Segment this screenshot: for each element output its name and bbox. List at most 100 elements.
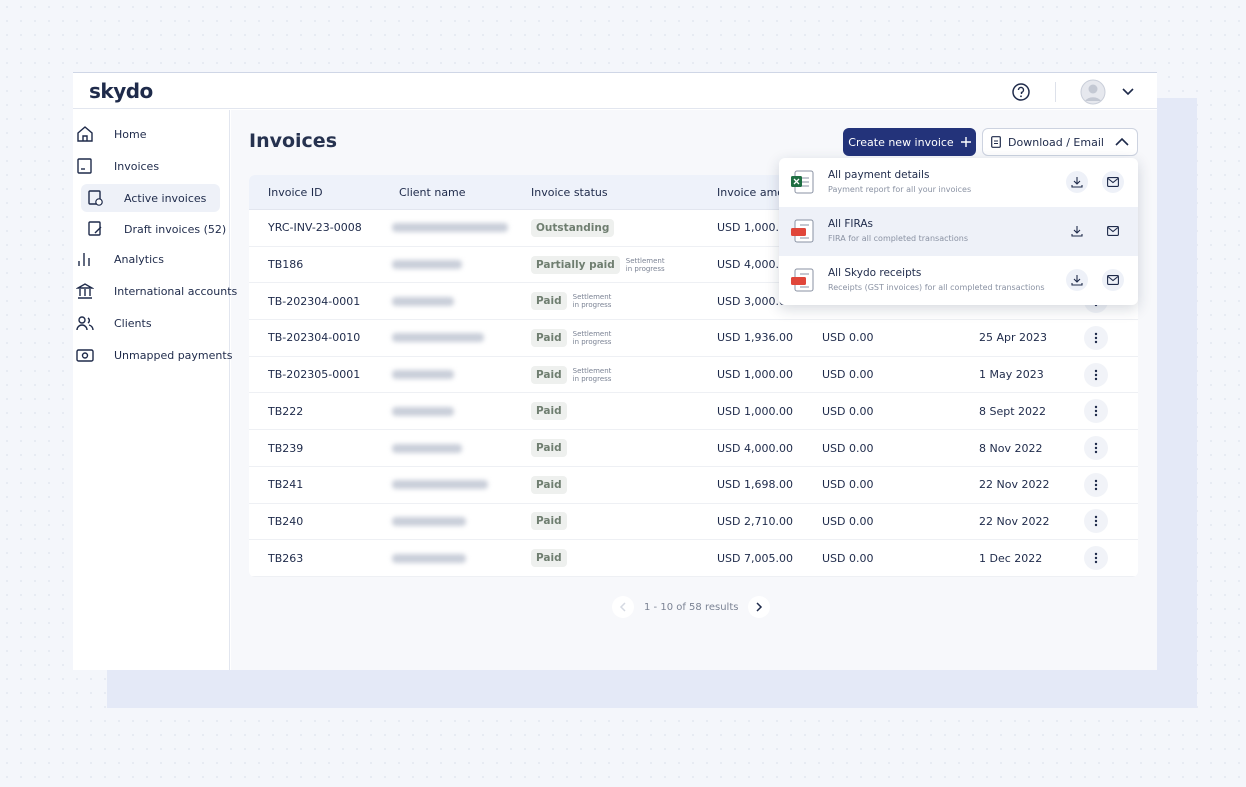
file-graphic	[791, 170, 814, 194]
file-icon	[790, 219, 814, 247]
menu-item[interactable]: All FIRAs FIRA for all completed transact…	[779, 207, 1138, 256]
invoice-amount: USD 1,000.00	[717, 368, 793, 382]
more-button[interactable]	[1084, 509, 1108, 534]
download-button[interactable]	[1066, 171, 1088, 193]
redaction	[392, 406, 454, 416]
nav-label: Analytics	[114, 252, 164, 266]
file-graphic	[791, 268, 814, 292]
more-button[interactable]	[1084, 362, 1108, 387]
status-cell: Paid Settlement in progress	[531, 357, 617, 393]
download-icon	[1071, 275, 1083, 286]
invoice-amount: USD 1,000.00	[717, 221, 793, 235]
client-name-redacted	[392, 540, 466, 576]
row-actions	[1084, 394, 1108, 430]
invoice-id: TB241	[268, 478, 304, 492]
nav-label: Clients	[114, 316, 152, 330]
download-button[interactable]	[1066, 269, 1088, 291]
table-row: TB222 Paid USD 1,000.00 USD 0.00 8 Sept 2022	[249, 394, 1138, 431]
client-name-redacted	[392, 394, 454, 430]
email-icon	[1107, 226, 1119, 236]
client-name-redacted	[392, 247, 462, 283]
redaction	[392, 260, 462, 270]
top-bar: skydo	[73, 73, 1157, 109]
invoice-id: TB186	[268, 258, 304, 272]
nav-item[interactable]: International accounts	[76, 277, 237, 305]
header-cell: Invoice ID	[268, 185, 323, 199]
invoice-amount: USD 7,005.00	[717, 551, 793, 565]
download-button[interactable]	[1066, 220, 1088, 242]
status-badge: Paid	[531, 512, 567, 531]
more-button[interactable]	[1084, 546, 1108, 571]
nav-item[interactable]: Analytics	[76, 245, 164, 273]
invoice-id: YRC-INV-23-0008	[268, 221, 362, 235]
download-email-button[interactable]: Download / Email	[982, 128, 1138, 156]
table-row: TB-202305-0001 Paid Settlement in progress…	[249, 357, 1138, 394]
brand[interactable]: skydo	[89, 79, 153, 103]
client-name-redacted	[392, 283, 454, 319]
nav-item[interactable]: Invoices	[76, 152, 159, 180]
icon-graphic	[77, 126, 93, 142]
client-name-redacted	[392, 430, 462, 466]
received-amount: USD 0.00	[822, 441, 874, 455]
email-button[interactable]	[1102, 171, 1124, 193]
status-cell: Paid	[531, 394, 567, 430]
next-page[interactable]	[748, 596, 771, 618]
nav-subitem[interactable]: Draft invoices (52)	[81, 215, 226, 243]
table-row: TB240 Paid USD 2,710.00 USD 0.00 22 Nov 2022	[249, 504, 1138, 541]
download-icon	[1071, 226, 1083, 237]
menu-item-subtitle: FIRA for all completed transactions	[828, 234, 968, 243]
plus-icon	[960, 137, 971, 147]
email-button[interactable]	[1102, 220, 1124, 242]
status-cell: Paid	[531, 467, 567, 503]
icon-graphic	[76, 349, 94, 362]
invoice-id: TB240	[268, 514, 304, 528]
received-amount: USD 0.00	[822, 514, 874, 528]
more-button[interactable]	[1084, 325, 1108, 350]
more-button[interactable]	[1084, 399, 1108, 424]
row-actions	[1084, 357, 1108, 393]
client-name-redacted	[392, 210, 508, 246]
redaction	[392, 370, 454, 380]
menu-item-title: All FIRAs	[828, 218, 874, 230]
table-row: TB239 Paid USD 4,000.00 USD 0.00 8 Nov 2022	[249, 430, 1138, 467]
button-label: Download / Email	[1008, 135, 1104, 149]
help-icon[interactable]	[1011, 82, 1031, 102]
menu-item-subtitle: Receipts (GST invoices) for all complete…	[828, 283, 1045, 292]
pagination-text: 1 - 10 of 58 results	[644, 601, 739, 613]
nav-item[interactable]: Clients	[76, 309, 152, 337]
row-actions	[1084, 504, 1108, 540]
nav-icon	[76, 125, 104, 143]
row-actions	[1084, 320, 1108, 356]
nav-icon	[87, 220, 114, 238]
prev-page[interactable]	[612, 596, 634, 618]
more-button[interactable]	[1084, 472, 1108, 497]
page-title: Invoices	[249, 130, 338, 152]
dots-icon	[1094, 516, 1098, 527]
invoice-date: 22 Nov 2022	[979, 514, 1050, 528]
create-invoice-button[interactable]: Create new invoice	[843, 128, 976, 156]
profile-menu[interactable]	[1079, 78, 1149, 106]
nav-subitem[interactable]: Active invoices	[81, 184, 220, 212]
icon-graphic	[76, 283, 94, 299]
status-badge: Partially paid	[531, 255, 620, 274]
nav-item[interactable]: Home	[76, 120, 146, 148]
received-amount: USD 0.00	[822, 368, 874, 382]
redaction	[392, 223, 508, 233]
menu-item[interactable]: All Skydo receipts Receipts (GST invoices…	[779, 256, 1138, 305]
email-button[interactable]	[1102, 269, 1124, 291]
menu-item-subtitle: Payment report for all your invoices	[828, 185, 972, 194]
invoice-id: TB222	[268, 404, 304, 418]
more-button[interactable]	[1084, 436, 1108, 461]
header-cell: Invoice status	[531, 185, 608, 199]
settlement-note: Settlement in progress	[572, 293, 612, 310]
client-name-redacted	[392, 467, 488, 503]
received-amount: USD 0.00	[822, 551, 874, 565]
menu-item[interactable]: All payment details Payment report for al…	[779, 158, 1138, 207]
file-icon	[790, 268, 814, 296]
nav-label: International accounts	[114, 284, 238, 298]
nav-item[interactable]: Unmapped payments	[76, 341, 232, 369]
invoice-amount: USD 1,000.00	[717, 404, 793, 418]
doc-icon	[991, 136, 1001, 148]
status-cell: Outstanding	[531, 210, 615, 246]
